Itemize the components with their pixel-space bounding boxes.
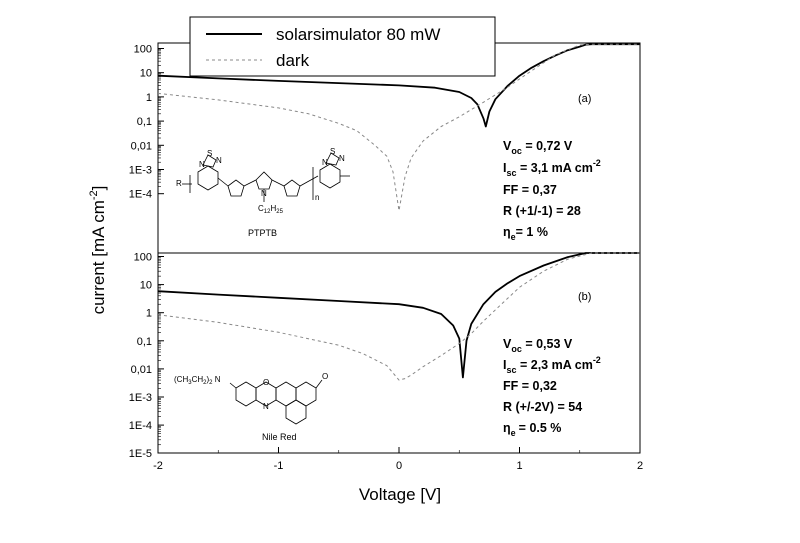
- ptptb-n3-label: N: [322, 158, 328, 167]
- panel-a: 1E-4 1E-3 0,01 0,1 1 10 100 (a) Voc = 0,72 V I…: [129, 42, 641, 254]
- legend: solarsimulator 80 mW dark: [189, 16, 496, 77]
- x-tick-label: 0: [396, 460, 402, 472]
- nile-red-labels: (CH3CH2)2 N O N O: [174, 372, 328, 411]
- nile-red-n-ring-label: N: [263, 402, 269, 411]
- ptptb-n4-label: N: [339, 154, 345, 163]
- y-tick-label: 100: [134, 252, 152, 264]
- y-tick-label: 1: [146, 308, 152, 320]
- panel-b: 1E-5 1E-4 1E-3 0,01 0,1 1 10 100 -2 -1 0 1 2 (b) Vo…: [129, 252, 643, 473]
- x-axis-title: Voltage [V]: [359, 485, 441, 504]
- y-tick-label: 1E-5: [129, 448, 152, 460]
- x-tick-label: 2: [637, 460, 643, 472]
- y-tick-label: 100: [134, 44, 152, 56]
- legend-box: [189, 16, 496, 77]
- panel-b-frame: [157, 252, 641, 454]
- legend-label-dark: dark: [276, 51, 310, 70]
- nile-red-o-keto-label: O: [322, 372, 328, 381]
- ptptb-n1-label: N: [199, 160, 205, 169]
- nile-red-amine-label: (CH3CH2)2 N: [174, 375, 221, 386]
- panel-b-curves: [157, 252, 640, 381]
- nile-red-o-ring-label: O: [263, 378, 269, 387]
- y-tick-label: 10: [140, 280, 152, 292]
- ptptb-alkyl-label: C12H25: [258, 204, 284, 215]
- y-tick-label: 1E-4: [129, 189, 152, 201]
- y-tick-label: 10: [140, 68, 152, 80]
- x-tick-label: -1: [274, 460, 284, 472]
- x-tick-label: -2: [153, 460, 163, 472]
- y-tick-label: 1: [146, 92, 152, 104]
- voc-b-annotation: Voc = 0,53 V: [503, 337, 573, 354]
- ff-a-annotation: FF = 0,37: [503, 183, 557, 197]
- legend-label-solar: solarsimulator 80 mW: [276, 25, 440, 44]
- isc-a-annotation: Isc = 3,1 mA cm-2: [503, 158, 601, 178]
- eta-b-annotation: ηe = 0.5 %: [503, 421, 561, 438]
- dark-curve: [157, 252, 640, 381]
- ptptb-caption: PTPTB: [248, 228, 277, 238]
- panel-a-label: (a): [578, 93, 591, 105]
- y-tick-label: 0,1: [137, 336, 152, 348]
- panel-b-label: (b): [578, 291, 591, 303]
- x-axis-ticks: -2 -1 0 1 2: [153, 447, 643, 472]
- x-tick-label: 1: [516, 460, 522, 472]
- panel-b-y-ticks: 1E-5 1E-4 1E-3 0,01 0,1 1 10 100: [129, 252, 164, 460]
- nile-red-structure: [229, 379, 323, 425]
- ptptb-structure: [182, 152, 350, 202]
- y-tick-label: 0,01: [131, 140, 152, 152]
- panel-a-annotations: Voc = 0,72 V Isc = 3,1 mA cm-2 FF = 0,37…: [503, 139, 601, 242]
- ptptb-s2-label: S: [330, 147, 335, 156]
- r-a-annotation: R (+1/-1) = 28: [503, 204, 581, 218]
- ptptb-labels: R N S N N C12H25 n N S N: [176, 147, 345, 215]
- y-tick-label: 1E-3: [129, 165, 152, 177]
- ptptb-n-pyrrole-label: N: [261, 189, 267, 198]
- ptptb-s1-label: S: [207, 149, 212, 158]
- ptptb-n2-label: N: [216, 156, 222, 165]
- ptptb-r-label: R: [176, 179, 182, 188]
- eta-a-annotation: ηe= 1 %: [503, 225, 548, 242]
- panel-b-annotations: Voc = 0,53 V Isc = 2,3 mA cm-2 FF = 0,32…: [503, 337, 601, 438]
- ptptb-n-repeat-label: n: [315, 193, 319, 202]
- dark-curve: [157, 43, 640, 212]
- r-b-annotation: R (+/-2V) = 54: [503, 400, 582, 414]
- nile-red-caption: Nile Red: [262, 432, 297, 442]
- y-axis-title: current [mA cm-2]: [88, 186, 108, 315]
- ff-b-annotation: FF = 0,32: [503, 379, 557, 393]
- y-tick-label: 0,01: [131, 364, 152, 376]
- isc-b-annotation: Isc = 2,3 mA cm-2: [503, 355, 601, 375]
- y-tick-label: 0,1: [137, 116, 152, 128]
- y-tick-label: 1E-3: [129, 392, 152, 404]
- panel-a-curves: [157, 43, 640, 212]
- y-tick-label: 1E-4: [129, 420, 152, 432]
- panel-a-y-ticks: 1E-4 1E-3 0,01 0,1 1 10 100: [129, 44, 164, 201]
- illuminated-curve: [157, 252, 640, 379]
- illuminated-curve: [157, 43, 640, 128]
- voc-a-annotation: Voc = 0,72 V: [503, 139, 573, 156]
